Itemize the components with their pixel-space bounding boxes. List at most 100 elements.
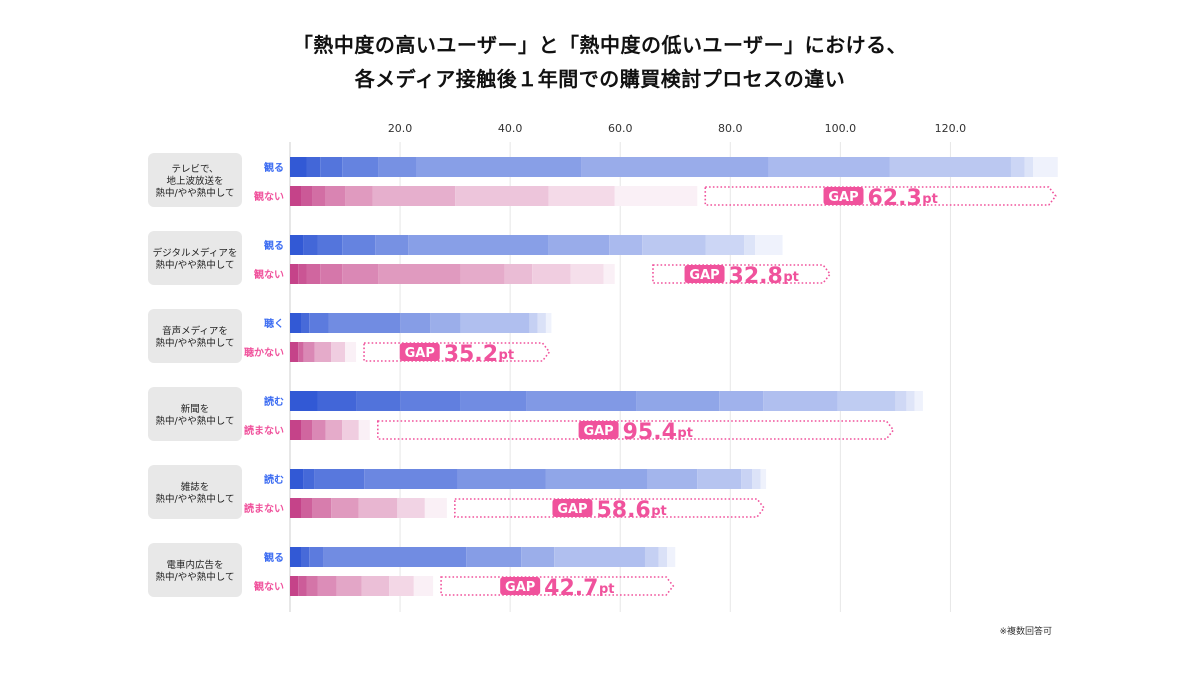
bar-positive-0-segment-7 (768, 157, 890, 177)
bar-positive-1-segment-10 (744, 235, 756, 255)
bar-positive-4-segment-0 (290, 469, 304, 489)
bar-positive-5-segment-7 (644, 547, 659, 567)
gap-unit-2: pt (499, 348, 515, 363)
bar-positive-0-segment-0 (290, 157, 307, 177)
bar-positive-2-segment-6 (460, 313, 530, 333)
gap-arrow-1 (652, 264, 832, 284)
bar-positive-0-segment-2 (320, 157, 343, 177)
gap-arrow-0 (704, 186, 1057, 206)
bar-positive-3-segment-0 (290, 391, 318, 411)
bar-positive-1-segment-3 (342, 235, 376, 255)
bar-negative-3-segment-1 (301, 420, 313, 440)
category-label-4-1: 熱中/やや熱中して (156, 493, 235, 505)
bar-positive-2-segment-4 (400, 313, 431, 333)
bar-negative-1-segment-7 (504, 264, 533, 284)
x-tick-label-5: 120.0 (935, 122, 967, 135)
bar-positive-1-segment-4 (375, 235, 409, 255)
row-label-negative-3: 読まない (244, 424, 284, 437)
gap-value-5: 42.7 (544, 576, 598, 601)
bar-negative-1-segment-2 (306, 264, 321, 284)
gap-value-2: 35.2 (444, 342, 498, 367)
bar-positive-3-segment-5 (526, 391, 637, 411)
x-tick-label-3: 80.0 (718, 122, 743, 135)
bar-positive-2-segment-5 (430, 313, 461, 333)
bar-negative-0-segment-3 (325, 186, 346, 206)
row-label-positive-4: 読む (264, 473, 284, 486)
category-box-4 (148, 465, 242, 519)
bar-positive-0-segment-6 (581, 157, 769, 177)
row-label-positive-0: 観る (264, 161, 284, 174)
bar-positive-3-segment-4 (460, 391, 527, 411)
gap-badge-4 (552, 499, 593, 517)
bar-positive-3-segment-7 (719, 391, 764, 411)
bar-negative-1-segment-9 (570, 264, 604, 284)
gap-badge-0 (823, 187, 864, 205)
bar-negative-2-segment-3 (314, 342, 332, 362)
row-label-positive-3: 読む (264, 395, 284, 408)
chart-title-line2: 各メディア接触後１年間での購買検討プロセスの違い (354, 67, 846, 91)
bar-positive-4-segment-4 (457, 469, 546, 489)
bar-negative-3-segment-3 (325, 420, 343, 440)
category-label-3-0: 新聞を (181, 403, 210, 415)
bar-negative-5-segment-0 (290, 576, 299, 596)
bar-positive-0-segment-8 (889, 157, 1011, 177)
gap-arrow-2 (363, 342, 551, 362)
gap-value-3: 95.4 (623, 420, 677, 445)
bar-positive-3-segment-12 (914, 391, 923, 411)
bar-negative-1-segment-8 (532, 264, 571, 284)
category-label-5-0: 電車内広告を (166, 559, 223, 571)
bar-positive-1-segment-2 (317, 235, 343, 255)
category-label-1-1: 熱中/やや熱中して (156, 259, 235, 271)
gap-badge-1 (684, 265, 725, 283)
bar-positive-4-segment-5 (545, 469, 648, 489)
row-label-negative-0: 観ない (254, 190, 284, 203)
category-label-0-0: テレビで、 (171, 164, 218, 175)
bar-positive-5-segment-9 (666, 547, 676, 567)
bar-negative-1-segment-1 (298, 264, 307, 284)
bar-positive-3-segment-10 (895, 391, 907, 411)
bar-positive-4-segment-9 (752, 469, 761, 489)
gap-badge-text-0: GAP (828, 190, 858, 205)
bar-positive-4-segment-2 (314, 469, 365, 489)
bar-negative-0-segment-1 (301, 186, 313, 206)
gap-badge-3 (578, 421, 619, 439)
category-label-2-1: 熱中/やや熱中して (156, 337, 235, 349)
bar-positive-0-segment-1 (306, 157, 321, 177)
category-label-1-0: デジタルメディアを (153, 247, 238, 259)
bar-negative-4-segment-3 (331, 498, 359, 518)
bar-positive-5-segment-6 (554, 547, 645, 567)
bar-negative-3-segment-5 (358, 420, 370, 440)
bar-positive-3-segment-2 (356, 391, 401, 411)
gap-badge-text-3: GAP (583, 424, 613, 439)
bar-positive-2-segment-9 (545, 313, 552, 333)
category-label-0-1: 地上波放送を (166, 175, 223, 187)
gap-unit-3: pt (677, 426, 693, 441)
gap-unit-0: pt (922, 192, 938, 207)
gap-badge-text-2: GAP (405, 346, 435, 361)
chart-title: 「熱中度の高いユーザー」と「熱中度の低いユーザー」における、 各メディア接触後１… (0, 28, 1200, 96)
gap-unit-1: pt (783, 270, 799, 285)
row-label-negative-5: 観ない (254, 580, 284, 593)
bar-positive-3-segment-9 (837, 391, 896, 411)
bar-positive-5-segment-4 (466, 547, 522, 567)
bar-positive-4-segment-10 (760, 469, 767, 489)
bar-positive-2-segment-1 (301, 313, 310, 333)
bar-negative-3-segment-0 (290, 420, 302, 440)
bar-positive-3-segment-3 (400, 391, 461, 411)
category-box-1 (148, 231, 242, 285)
bar-positive-1-segment-9 (705, 235, 745, 255)
row-label-positive-5: 観る (264, 551, 284, 564)
bar-positive-0-segment-9 (1010, 157, 1025, 177)
bar-positive-3-segment-11 (906, 391, 915, 411)
gap-value-0: 62.3 (868, 186, 922, 211)
footnote: ※複数回答可 (999, 627, 1052, 637)
bar-negative-4-segment-1 (301, 498, 313, 518)
category-label-3-1: 熱中/やや熱中して (156, 415, 235, 427)
bar-positive-5-segment-2 (309, 547, 324, 567)
bar-negative-4-segment-0 (290, 498, 302, 518)
row-label-negative-4: 読まない (244, 502, 284, 515)
bar-negative-1-segment-6 (460, 264, 505, 284)
gap-arrow-5 (440, 576, 675, 596)
bar-positive-3-segment-1 (317, 391, 357, 411)
bar-negative-3-segment-4 (342, 420, 359, 440)
